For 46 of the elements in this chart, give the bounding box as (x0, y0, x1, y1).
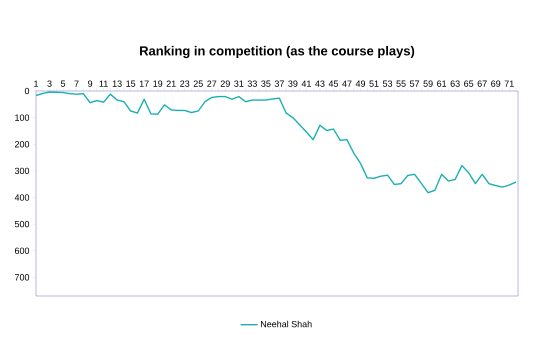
x-tick-label: 59 (423, 80, 433, 87)
x-tick-label: 45 (328, 80, 338, 87)
x-tick-label: 25 (194, 80, 203, 87)
x-tick-label: 71 (504, 80, 514, 87)
x-tick-label: 3 (47, 80, 52, 87)
x-tick-label: 63 (450, 80, 460, 87)
x-tick-label: 9 (88, 80, 92, 87)
x-tick-label: 65 (464, 80, 474, 87)
x-tick-label: 7 (74, 80, 79, 87)
legend-label: Neehal Shah (261, 320, 312, 328)
y-tick-label: 300 (14, 168, 30, 174)
x-tick-label: 33 (248, 80, 257, 87)
y-tick-label: 700 (14, 274, 30, 281)
x-tick-label: 21 (166, 80, 176, 87)
x-tick-label: 53 (382, 80, 392, 87)
x-tick-label: 47 (342, 80, 352, 87)
x-tick-label: 37 (274, 80, 284, 87)
x-tick-label: 17 (140, 80, 149, 87)
x-tick-label: 61 (437, 80, 446, 87)
x-tick-label: 49 (356, 80, 366, 87)
x-tick-label: 27 (207, 80, 216, 87)
x-tick-label: 41 (302, 80, 311, 87)
y-tick-label: 200 (14, 141, 30, 148)
x-tick-label: 1 (34, 80, 38, 87)
y-tick-label: 400 (14, 194, 30, 201)
x-tick-label: 19 (153, 80, 162, 87)
x-tick-label: 69 (491, 80, 500, 87)
x-tick-label: 29 (220, 80, 230, 87)
x-tick-label: 55 (396, 80, 406, 87)
x-tick-label: 11 (100, 80, 108, 87)
x-tick-label: 23 (180, 80, 190, 87)
x-tick-label: 57 (410, 80, 420, 87)
x-tick-label: 35 (261, 80, 270, 87)
y-tick-label: 0 (24, 88, 30, 94)
x-tick-label: 43 (315, 80, 325, 87)
y-tick-label: 500 (14, 220, 30, 228)
x-tick-label: 15 (126, 80, 136, 87)
chart-title: Ranking in competition (as the course plays) (140, 46, 414, 58)
x-tick-label: 67 (478, 80, 487, 87)
y-tick-label: 600 (14, 248, 30, 254)
y-tick-label: 100 (15, 114, 30, 121)
x-tick-label: 13 (112, 80, 122, 87)
x-tick-label: 5 (60, 80, 66, 87)
x-tick-label: 31 (234, 80, 244, 87)
x-tick-label: 39 (288, 80, 298, 87)
x-tick-label: 51 (369, 80, 379, 87)
